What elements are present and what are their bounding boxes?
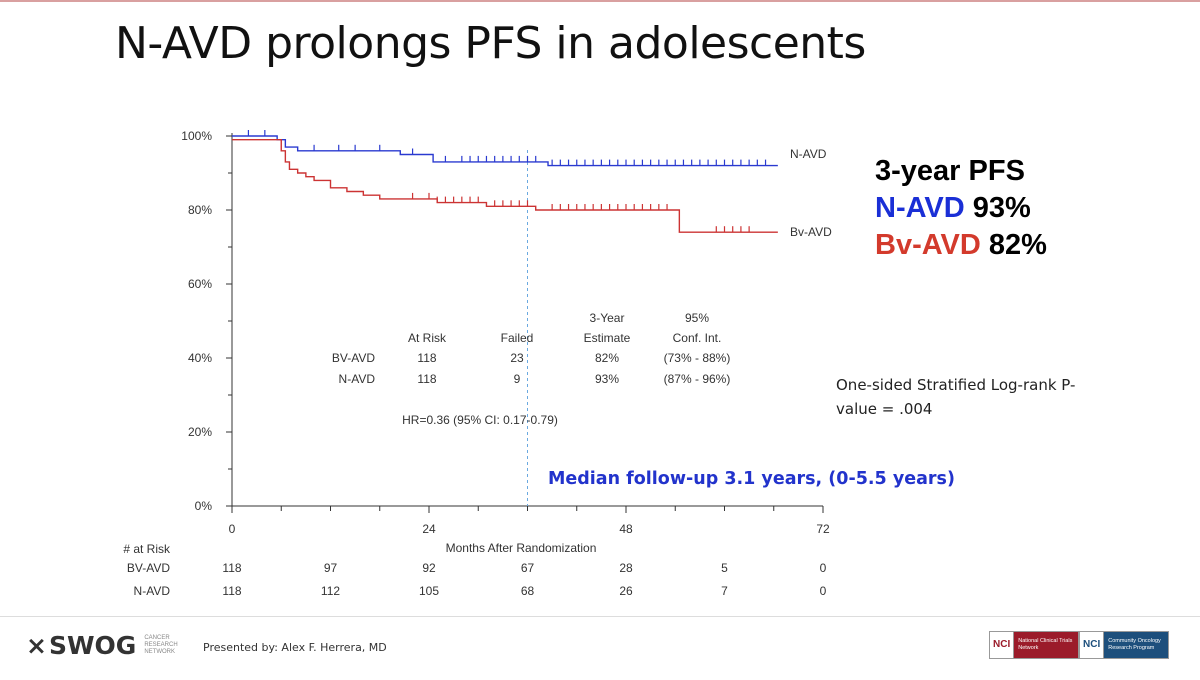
at-risk-count: 28 — [619, 561, 633, 575]
x-tick-label: 0 — [229, 522, 236, 536]
at-risk-count: 118 — [222, 561, 241, 575]
stats-arm: BV-AVD — [332, 351, 375, 365]
swog-helix-icon: ⨯ — [26, 630, 47, 660]
at-risk-count: 0 — [820, 561, 827, 575]
pfs-summary-arm: Bv-AVD — [875, 229, 981, 261]
y-tick-label: 20% — [188, 425, 212, 439]
swog-logo-subtitle: CANCER RESEARCH NETWORK — [144, 635, 180, 656]
stats-cell: 118 — [417, 351, 436, 365]
stats-header: Failed — [501, 331, 534, 345]
chart-axes: 0% 20% 40% 60% 80% 100% 0 24 48 72 Months After Ra… — [181, 129, 830, 555]
swog-sub-line: NETWORK — [144, 648, 175, 655]
series-label-bvavd: Bv-AVD — [790, 225, 832, 239]
x-axis-title: Months After Randomization — [446, 541, 597, 555]
at-risk-count: 67 — [521, 561, 535, 575]
stats-header: 95% — [685, 311, 709, 325]
km-chart: 0% 20% 40% 60% 80% 100% 0 24 48 72 Months After Ra… — [123, 129, 832, 598]
stats-arm: N-AVD — [339, 372, 376, 386]
slide-footer: ⨯ SWOG CANCER RESEARCH NETWORK Presented… — [0, 616, 1200, 680]
stats-header: 3-Year — [590, 311, 625, 325]
y-tick-label: 60% — [188, 277, 212, 291]
at-risk-count: 68 — [521, 584, 535, 598]
pfs-summary-arm: N-AVD — [875, 192, 965, 224]
pfs-summary-heading: 3-year PFS — [875, 155, 1025, 187]
swog-logo: ⨯ SWOG CANCER RESEARCH NETWORK — [26, 628, 180, 662]
at-risk-count: 97 — [324, 561, 338, 575]
x-tick-label: 72 — [816, 522, 830, 536]
chart-plot-area: N-AVD Bv-AVD — [232, 130, 832, 506]
nci-nctn-logo: NCI National Clinical Trials Network — [989, 631, 1080, 659]
y-tick-label: 40% — [188, 351, 212, 365]
pfs-summary-value: 82% — [988, 229, 1047, 261]
stats-cell: 82% — [595, 351, 619, 365]
stats-header: Conf. Int. — [673, 331, 722, 345]
at-risk-table: # at Risk BV-AVD 118 97 92 67 28 5 0 N-AVD 118 112 1… — [123, 542, 826, 598]
at-risk-arm: N-AVD — [134, 584, 171, 598]
x-tick-label: 48 — [619, 522, 633, 536]
at-risk-count: 112 — [321, 584, 340, 598]
nci-badge-desc: Community Oncology Research Program — [1104, 632, 1169, 658]
nci-ncorp-logo: NCI Community Oncology Research Program — [1079, 631, 1170, 659]
pfs-summary-value: 93% — [972, 192, 1031, 224]
swog-sub-line: CANCER — [144, 634, 170, 641]
stats-header: At Risk — [408, 331, 447, 345]
pfs-summary: 3-year PFS N-AVD 93% Bv-AVD 82% — [875, 153, 1047, 264]
swog-sub-line: RESEARCH — [144, 641, 178, 648]
at-risk-count: 0 — [820, 584, 827, 598]
y-tick-label: 100% — [181, 129, 212, 143]
stats-cell: 23 — [510, 351, 524, 365]
stats-cell: (87% - 96%) — [664, 372, 731, 386]
stats-header: Estimate — [584, 331, 631, 345]
at-risk-count: 92 — [422, 561, 436, 575]
nci-badge-desc: National Clinical Trials Network — [1014, 632, 1079, 658]
pfs-summary-row-navd: N-AVD 93% — [875, 190, 1047, 227]
at-risk-count: 118 — [222, 584, 241, 598]
pfs-summary-row-bvavd: Bv-AVD 82% — [875, 227, 1047, 264]
slide-title: N-AVD prolongs PFS in adolescents — [115, 18, 866, 69]
stats-cell: 93% — [595, 372, 619, 386]
nci-wordmark: NCI — [990, 632, 1015, 658]
y-tick-label: 0% — [195, 499, 213, 513]
x-tick-label: 24 — [422, 522, 436, 536]
stats-cell: (73% - 88%) — [664, 351, 731, 365]
series-label-navd: N-AVD — [790, 147, 827, 161]
stats-cell: 9 — [514, 372, 521, 386]
at-risk-count: 7 — [721, 584, 728, 598]
km-curve-bv-avd — [232, 139, 778, 233]
at-risk-count: 26 — [619, 584, 633, 598]
nci-wordmark: NCI — [1080, 632, 1105, 658]
at-risk-label: # at Risk — [123, 542, 171, 556]
slide-top-border — [0, 0, 1200, 2]
hazard-ratio: HR=0.36 (95% CI: 0.17-0.79) — [402, 413, 558, 427]
at-risk-count: 105 — [419, 584, 439, 598]
stats-table: 3-Year 95% At Risk Failed Estimate Conf. Int.… — [332, 311, 730, 427]
swog-logo-text: SWOG — [48, 630, 137, 660]
y-tick-label: 80% — [188, 203, 212, 217]
pvalue-note: One-sided Stratified Log-rank P-value = … — [836, 376, 1076, 418]
at-risk-count: 5 — [721, 561, 728, 575]
presenter-credit: Presented by: Alex F. Herrera, MD — [203, 641, 387, 654]
followup-note: Median follow-up 3.1 years, (0-5.5 years… — [548, 469, 955, 489]
at-risk-arm: BV-AVD — [127, 561, 170, 575]
stats-cell: 118 — [417, 372, 436, 386]
